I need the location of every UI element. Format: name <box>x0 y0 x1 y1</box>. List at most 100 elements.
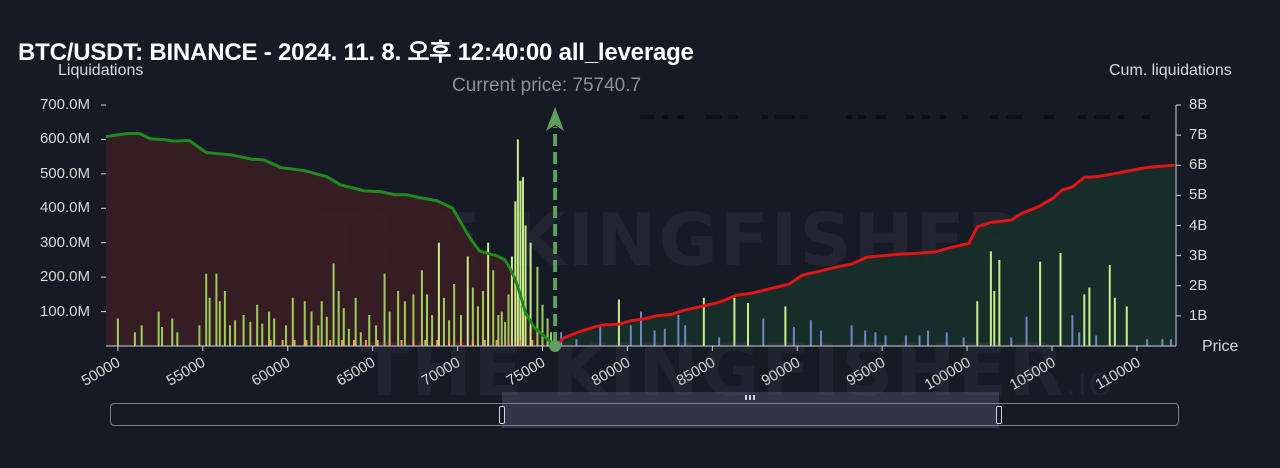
liquidation-bar-small <box>341 340 344 346</box>
liquidation-bar <box>677 315 680 346</box>
liquidation-bar-small <box>400 340 403 346</box>
current-price-arrow <box>546 107 565 131</box>
liquidation-bar <box>161 327 164 346</box>
liquidation-bar-small <box>412 340 415 346</box>
liquidation-bar <box>549 332 552 346</box>
liquidation-bar <box>337 290 340 346</box>
range-slider-right-handle[interactable] <box>996 406 1002 424</box>
liquidation-bar <box>516 139 519 346</box>
right-axis-label: Cum. liquidations <box>1109 62 1232 79</box>
liquidation-bar <box>575 339 578 346</box>
y-left-tick-label: 300.0M <box>39 233 90 251</box>
liquidation-bar <box>208 297 211 346</box>
liquidation-bar <box>223 290 226 346</box>
liquidation-bar <box>521 177 524 346</box>
liquidation-bar <box>640 311 642 346</box>
range-slider-track[interactable] <box>110 403 1179 426</box>
liquidation-bar <box>945 332 948 346</box>
liquidation-bar <box>989 251 992 346</box>
y-right-tick-label: 3B <box>1189 246 1208 264</box>
liquidation-bar-small <box>495 340 498 346</box>
long-cum-area <box>106 133 556 346</box>
liquidation-bar <box>176 332 179 346</box>
liquidation-bar <box>453 284 456 346</box>
liquidation-bar <box>1169 339 1172 346</box>
liquidation-bar <box>1161 339 1164 346</box>
watermark-lower: THE KINGFISHER.IO <box>360 328 1114 412</box>
liquidation-bar <box>426 294 428 346</box>
liquidation-bar <box>1059 253 1062 346</box>
liquidation-bar <box>792 327 795 346</box>
liquidation-bar <box>368 315 371 346</box>
liquidation-bar-small <box>531 340 534 346</box>
liquidation-bar <box>442 297 445 346</box>
liquidation-bar <box>256 304 259 346</box>
liquidation-bar <box>653 330 656 346</box>
liquidation-bar <box>1025 316 1028 346</box>
liquidation-bar-small <box>364 340 367 346</box>
left-axis-label: Liquidations <box>58 62 144 79</box>
liquidation-bar <box>702 297 705 346</box>
liquidation-bar <box>663 328 666 346</box>
y-right-tick-label: 1B <box>1189 306 1208 324</box>
drag-grip-icon[interactable] <box>745 395 755 400</box>
liquidation-bar-small <box>519 340 522 346</box>
liquidation-bar <box>303 301 306 346</box>
liquidation-bar <box>1088 287 1091 346</box>
liquidation-bar-small <box>388 340 391 346</box>
liquidation-chart <box>101 104 1181 352</box>
liquidation-bar <box>1146 339 1149 346</box>
liquidation-bar <box>412 294 415 346</box>
liquidation-bar-small <box>352 340 355 346</box>
y-left-tick-label: 200.0M <box>39 268 90 286</box>
y-right-tick-label: 8B <box>1189 96 1208 113</box>
liquidation-bar <box>359 332 362 346</box>
liquidation-bar <box>541 304 544 346</box>
liquidation-bar-small <box>329 340 332 346</box>
y-right-tick-label: 2B <box>1189 276 1208 294</box>
liquidation-bar <box>927 330 930 346</box>
liquidation-bar <box>317 325 320 346</box>
liquidation-bar-small <box>459 340 462 346</box>
y-right-tick-label: 4B <box>1189 216 1208 234</box>
liquidation-bar-small <box>436 340 439 346</box>
watermark-lower-suffix: .IO <box>1066 368 1115 403</box>
liquidation-bar <box>1071 315 1074 346</box>
liquidation-bar <box>471 287 474 346</box>
liquidation-bar <box>500 311 503 346</box>
liquidation-bar <box>524 225 527 346</box>
liquidation-bar <box>507 294 510 346</box>
y-left-tick-label: 500.0M <box>39 164 90 182</box>
liquidation-bar-small <box>483 340 486 346</box>
liquidation-bar <box>397 290 400 346</box>
short-cum-area <box>555 165 1175 346</box>
liquidation-bar <box>1039 261 1042 346</box>
liquidation-bar <box>198 325 201 346</box>
liquidation-bar <box>133 332 136 346</box>
liquidation-bar <box>998 259 1001 346</box>
liquidation-bar <box>261 323 264 346</box>
liquidation-bar <box>403 301 406 346</box>
liquidation-bar <box>1108 265 1111 346</box>
chart-title: BTC/USDT: BINANCE - 2024. 11. 8. 오후 12:4… <box>18 39 694 66</box>
liquidation-bar <box>234 320 237 346</box>
liquidation-bar <box>448 320 451 346</box>
y-left-tick-label: 700.0M <box>39 96 90 113</box>
liquidation-bar <box>536 266 539 346</box>
range-slider-left-handle[interactable] <box>499 406 505 424</box>
liquidation-bar <box>291 297 294 346</box>
liquidation-bar <box>718 337 721 346</box>
y-right-tick-label: 6B <box>1189 156 1208 174</box>
liquidation-bar <box>1113 297 1116 346</box>
current-price-dot <box>549 340 562 352</box>
liquidation-bar <box>874 332 877 346</box>
liquidation-bar <box>171 318 174 346</box>
liquidation-bar <box>157 311 160 346</box>
liquidation-bar <box>904 335 907 346</box>
liquidation-bar <box>864 330 867 346</box>
liquidation-bar <box>354 297 357 346</box>
liquidation-bar <box>215 273 218 346</box>
y-right-tick-label: 7B <box>1189 126 1208 144</box>
liquidation-bar <box>249 321 252 346</box>
liquidation-bar <box>546 318 549 346</box>
